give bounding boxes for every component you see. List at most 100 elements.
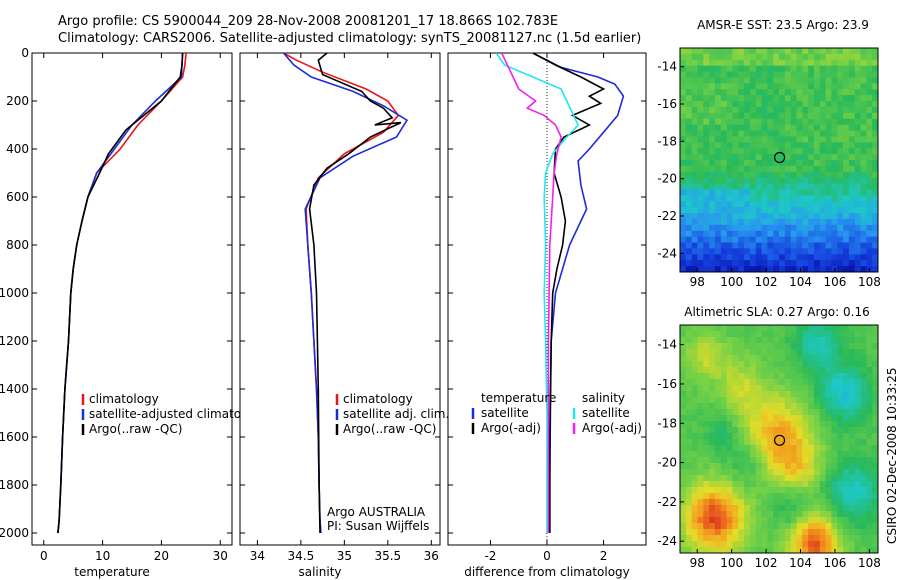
heatmap-cell xyxy=(790,535,798,542)
heatmap-cell xyxy=(720,397,728,404)
heatmap-cell xyxy=(808,475,815,482)
heatmap-cell xyxy=(866,355,873,362)
heatmap-cell xyxy=(854,457,862,464)
heatmap-cell xyxy=(843,487,850,494)
heatmap-cell xyxy=(854,529,862,536)
heatmap-cell xyxy=(837,349,844,356)
heatmap-cell xyxy=(685,53,693,61)
heatmap-cell xyxy=(813,165,821,173)
heatmap-cell xyxy=(726,343,734,350)
heatmap-cell xyxy=(843,343,850,350)
heatmap-cell xyxy=(825,511,833,518)
heatmap-cell xyxy=(709,427,716,434)
heatmap-cell xyxy=(732,236,739,244)
heatmap-cell xyxy=(703,218,710,226)
heatmap-cell xyxy=(732,373,739,380)
heatmap-cell xyxy=(744,397,751,404)
heatmap-cell xyxy=(819,266,827,272)
heatmap-cell xyxy=(848,260,856,267)
heatmap-cell xyxy=(714,529,722,536)
heatmap-cell xyxy=(749,355,757,362)
heatmap-cell xyxy=(755,493,763,500)
heatmap-cell xyxy=(720,451,728,458)
heatmap-cell xyxy=(749,475,757,482)
heatmap-cell xyxy=(872,201,878,208)
heatmap-cell xyxy=(709,511,716,518)
heatmap-cell xyxy=(714,160,722,167)
heatmap-cell xyxy=(738,213,745,220)
heatmap-cell xyxy=(831,439,838,446)
heatmap-cell xyxy=(837,499,844,506)
heatmap-cell xyxy=(773,379,780,386)
heatmap-cell xyxy=(779,118,786,126)
heatmap-cell xyxy=(726,403,734,410)
heatmap-cell xyxy=(790,361,798,368)
heatmap-cell xyxy=(808,83,815,90)
heatmap-cell xyxy=(755,361,763,368)
heatmap-cell xyxy=(767,499,774,506)
heatmap-cell xyxy=(709,183,716,191)
heatmap-cell xyxy=(773,136,780,143)
heatmap-cell xyxy=(843,48,850,55)
heatmap-cell xyxy=(843,77,850,84)
heatmap-cell xyxy=(819,213,827,220)
heatmap-cell xyxy=(854,207,862,214)
heatmap-cell xyxy=(697,148,704,155)
heatmap-cell xyxy=(755,469,763,476)
heatmap-cell xyxy=(837,266,844,272)
heatmap-cell xyxy=(761,379,768,386)
heatmap-cell xyxy=(784,124,792,132)
heatmap-cell xyxy=(784,433,792,440)
heatmap-cell xyxy=(761,236,768,244)
heatmap-cell xyxy=(790,541,798,548)
heatmap-cell xyxy=(749,101,757,108)
heatmap-cell xyxy=(819,236,827,244)
heatmap-cell xyxy=(749,511,757,518)
heatmap-cell xyxy=(720,499,728,506)
heatmap-cell xyxy=(866,391,873,398)
heatmap-cell xyxy=(744,493,751,500)
heatmap-cell xyxy=(680,136,687,143)
heatmap-cell xyxy=(779,201,786,208)
heatmap-cell xyxy=(796,195,803,202)
heatmap-cell xyxy=(779,457,786,464)
heatmap-cell xyxy=(691,89,699,96)
heatmap-cell xyxy=(680,242,687,250)
heatmap-cell xyxy=(697,112,704,120)
heatmap-cell xyxy=(761,130,768,138)
heatmap-cell xyxy=(866,154,873,161)
heatmap-cell xyxy=(767,189,774,196)
heatmap-cell xyxy=(761,48,768,55)
heatmap-cell xyxy=(837,101,844,108)
heatmap-cell xyxy=(691,529,699,536)
heatmap-cell xyxy=(819,148,827,155)
heatmap-cell xyxy=(802,535,809,542)
heatmap-cell xyxy=(848,529,856,536)
heatmap-cell xyxy=(738,201,745,208)
heatmap-cell xyxy=(767,201,774,208)
heatmap-cell xyxy=(738,48,745,55)
heatmap-cell xyxy=(720,349,728,356)
heatmap-cell xyxy=(819,547,827,553)
heatmap-cell xyxy=(843,541,850,548)
y-tick-label: 800 xyxy=(6,238,29,252)
heatmap-cell xyxy=(697,373,704,380)
heatmap-cell xyxy=(848,183,856,191)
y-tick-label: -18 xyxy=(657,416,677,430)
heatmap-cell xyxy=(808,165,815,173)
heatmap-cell xyxy=(709,118,716,126)
heatmap-cell xyxy=(854,481,862,488)
heatmap-cell xyxy=(738,177,745,185)
heatmap-cell xyxy=(685,171,693,179)
x-tick-label: 106 xyxy=(824,556,847,570)
heatmap-cell xyxy=(680,154,687,161)
heatmap-cell xyxy=(854,77,862,84)
heatmap-cell xyxy=(837,493,844,500)
heatmap-cell xyxy=(767,451,774,458)
heatmap-cell xyxy=(790,385,798,392)
heatmap-cell xyxy=(872,53,878,61)
heatmap-cell xyxy=(779,224,786,232)
heatmap-cell xyxy=(825,106,833,114)
heatmap-cell xyxy=(732,112,739,120)
heatmap-cell xyxy=(738,421,745,428)
